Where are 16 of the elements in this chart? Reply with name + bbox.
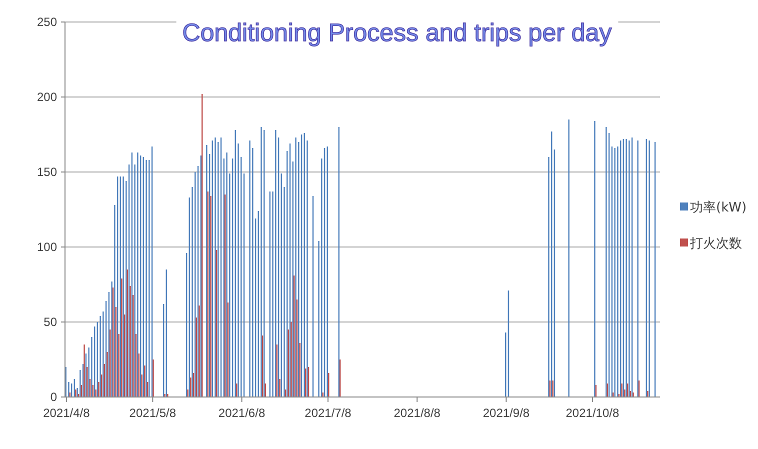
chart-title: Conditioning Process and trips per day xyxy=(182,19,612,47)
x-tick-label: 2021/6/8 xyxy=(218,406,266,420)
y-tick-label: 150 xyxy=(36,165,58,179)
legend-label: 功率(kW) xyxy=(690,200,747,216)
x-tick-label: 2021/8/8 xyxy=(394,406,441,420)
x-tick-label: 2021/4/8 xyxy=(43,406,90,420)
y-tick-label: 100 xyxy=(36,240,58,254)
x-tick-label: 2021/7/8 xyxy=(304,406,352,420)
x-tick-label: 2021/9/8 xyxy=(482,406,530,420)
x-tick-label: 2021/10/8 xyxy=(566,406,620,420)
x-tick-label: 2021/5/8 xyxy=(129,406,176,420)
y-tick-label: 0 xyxy=(50,390,58,404)
legend-label: 打火次数 xyxy=(689,236,742,252)
y-tick-label: 250 xyxy=(36,15,58,29)
y-tick-label: 50 xyxy=(44,315,58,329)
y-tick-label: 200 xyxy=(36,90,58,104)
